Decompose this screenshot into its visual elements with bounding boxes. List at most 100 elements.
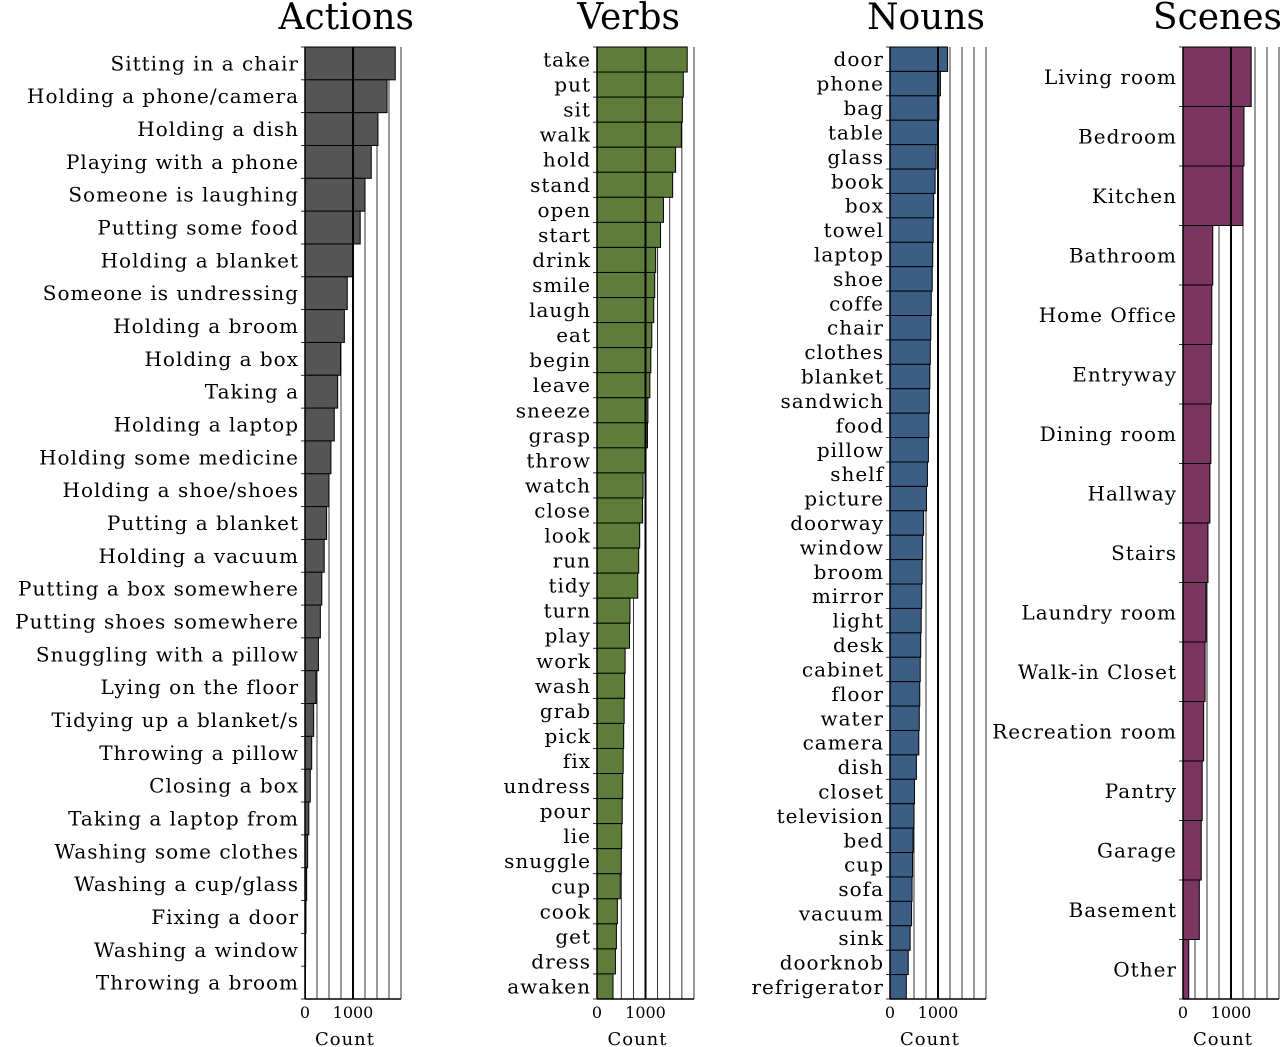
bar	[596, 697, 625, 724]
bar	[596, 773, 624, 800]
bar	[1182, 879, 1200, 940]
category-label: Bathroom	[1069, 243, 1177, 267]
bar	[889, 510, 925, 536]
bar	[889, 192, 935, 219]
category-label: awaken	[507, 974, 591, 998]
category-label: Living room	[1044, 65, 1177, 89]
chart-title: Verbs	[576, 0, 680, 38]
bar	[596, 622, 630, 649]
bar	[596, 472, 644, 499]
category-label: Someone is laughing	[68, 183, 299, 207]
bar	[889, 632, 922, 658]
bar	[304, 538, 325, 573]
bar	[889, 534, 924, 561]
bar	[596, 372, 651, 399]
category-label: Holding a broom	[113, 314, 299, 338]
category-label: light	[832, 609, 884, 633]
category-label: Entryway	[1072, 362, 1177, 386]
category-label: walk	[539, 123, 591, 147]
bar	[1182, 165, 1244, 226]
category-label: Taking a	[205, 380, 299, 404]
category-label: sink	[838, 926, 884, 950]
bar	[1182, 582, 1207, 643]
category-label: Putting a blanket	[107, 511, 299, 535]
bar	[889, 607, 922, 634]
category-label: look	[544, 524, 591, 548]
bar	[304, 144, 372, 179]
x-tick-label: 0	[300, 1003, 310, 1022]
category-label: Laundry room	[1021, 600, 1177, 624]
category-label: bag	[843, 96, 884, 120]
category-label: shelf	[830, 462, 884, 486]
bar	[596, 246, 657, 273]
category-label: water	[821, 706, 884, 730]
bar	[889, 388, 930, 414]
category-label: throw	[526, 448, 591, 472]
x-tick-label: 0	[1178, 1003, 1188, 1022]
bar	[596, 221, 662, 248]
category-label: Bedroom	[1078, 124, 1177, 148]
category-label: dish	[838, 755, 884, 779]
bar	[596, 322, 653, 349]
bar	[304, 112, 379, 146]
category-label: Dining room	[1040, 422, 1177, 446]
category-label: eat	[556, 323, 591, 347]
category-label: camera	[803, 731, 884, 755]
x-axis-label: Count	[315, 1029, 375, 1047]
category-label: Holding a shoe/shoes	[63, 478, 299, 502]
category-label: hold	[543, 148, 591, 172]
category-label: Taking a laptop from	[68, 806, 299, 830]
bar	[1182, 106, 1245, 167]
category-label: clothes	[804, 340, 884, 364]
bar	[1182, 225, 1214, 286]
category-label: Other	[1113, 957, 1177, 981]
bar	[304, 768, 311, 803]
category-label: Fixing a door	[151, 905, 299, 929]
bar	[596, 46, 688, 73]
bar	[596, 522, 641, 549]
bar	[596, 798, 623, 825]
x-tick-label: 1000	[1211, 1003, 1252, 1022]
category-label: put	[554, 73, 591, 97]
bar	[1182, 701, 1205, 762]
bar	[596, 171, 674, 198]
category-label: laugh	[529, 298, 591, 322]
category-label: watch	[525, 473, 591, 497]
category-label: Putting some food	[97, 216, 299, 240]
category-label: mirror	[812, 584, 884, 608]
category-label: cabinet	[802, 657, 884, 681]
bar	[304, 670, 317, 705]
category-label: fix	[563, 749, 591, 773]
category-label: Holding a blanket	[101, 248, 299, 272]
category-label: Throwing a pillow	[99, 741, 299, 765]
bar	[596, 447, 646, 474]
category-label: Closing a box	[149, 774, 299, 798]
bar	[889, 754, 917, 780]
category-label: Holding a vacuum	[98, 544, 299, 568]
category-label: Pantry	[1105, 779, 1177, 803]
bar	[889, 339, 931, 365]
category-label: leave	[533, 373, 591, 397]
chart-title: Scenes	[1153, 0, 1282, 38]
bar	[304, 473, 330, 508]
category-label: pick	[544, 724, 591, 748]
category-label: sandwich	[781, 389, 884, 413]
category-label: Putting shoes somewhere	[15, 609, 299, 633]
category-label: Washing some clothes	[55, 839, 299, 863]
x-axis-label: Count	[1193, 1029, 1253, 1047]
category-label: bed	[844, 828, 884, 852]
category-label: Throwing a broom	[96, 971, 299, 995]
bar	[304, 571, 323, 606]
x-tick-label: 0	[592, 1003, 602, 1022]
bar	[304, 210, 361, 245]
bar	[1182, 641, 1206, 702]
bar	[304, 440, 332, 475]
bar	[596, 121, 682, 148]
category-label: Lying on the floor	[101, 675, 300, 699]
category-label: Basement	[1069, 898, 1177, 922]
chart-panel-nouns: Nounsdoorphonebagtableglassbookboxtowell…	[751, 0, 987, 1047]
category-label: Garage	[1097, 838, 1177, 862]
bar	[596, 898, 618, 925]
category-label: take	[543, 48, 591, 72]
category-label: window	[800, 535, 884, 559]
